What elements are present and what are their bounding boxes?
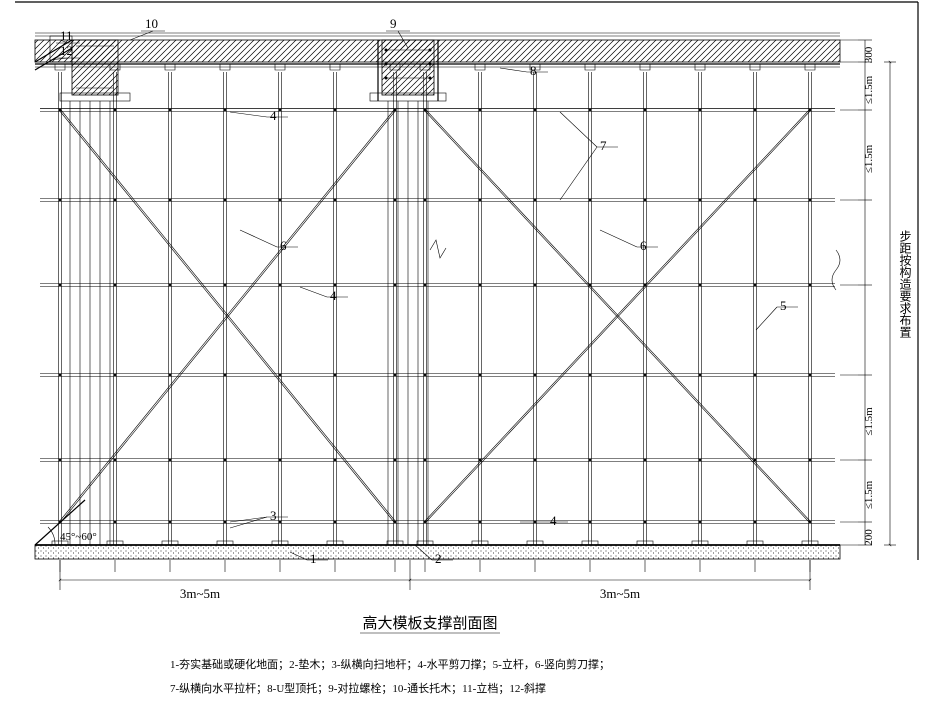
svg-text:3: 3 — [270, 508, 277, 523]
legend-line-2: 7-纵横向水平拉杆；8-U型顶托；9-对拉螺栓；10-通长托木；11-立档；12… — [170, 681, 546, 695]
svg-text:6: 6 — [640, 238, 647, 253]
svg-text:9: 9 — [390, 16, 397, 31]
svg-text:2: 2 — [435, 551, 442, 566]
horizontal-ledgers — [40, 109, 835, 524]
legend-line-1: 1-夯实基础或硬化地面；2-垫木；3-纵横向扫地杆；4-水平剪刀撑；5-立杆，6… — [170, 657, 610, 671]
svg-text:11: 11 — [60, 28, 73, 43]
right-break — [832, 250, 840, 290]
svg-text:≤1.5m: ≤1.5m — [863, 144, 875, 173]
svg-text:6: 6 — [280, 238, 287, 253]
callouts: 123444566789101112 — [50, 16, 798, 566]
figure-title: 高大模板支撑剖面图 — [362, 614, 497, 632]
right-side-note: 步距按构造要求布置 — [898, 230, 912, 338]
svg-text:1: 1 — [310, 551, 317, 566]
svg-text:7: 7 — [600, 138, 607, 153]
svg-text:4: 4 — [550, 513, 557, 528]
dim-right: 300 ≤1.5m ≤1.5m ≤1.5m ≤1.5m 200 — [840, 40, 896, 546]
svg-text:200: 200 — [863, 529, 875, 546]
svg-text:10: 10 — [145, 16, 158, 31]
svg-text:300: 300 — [863, 46, 875, 63]
svg-text:≤1.5m: ≤1.5m — [863, 407, 875, 436]
svg-text:5: 5 — [780, 298, 787, 313]
svg-text:12: 12 — [60, 43, 73, 58]
svg-text:4: 4 — [270, 108, 277, 123]
svg-text:≤1.5m: ≤1.5m — [863, 75, 875, 104]
dim-span-2: 3m~5m — [600, 586, 640, 601]
vertical-posts — [59, 72, 812, 545]
svg-text:8: 8 — [530, 63, 537, 78]
dim-span-1: 3m~5m — [180, 586, 220, 601]
svg-text:≤1.5m: ≤1.5m — [863, 480, 875, 509]
diagram-canvas: 300≤1.5m≤1.5m≤1.5m≤1.5m200 1234445667891… — [0, 0, 925, 713]
svg-text:4: 4 — [330, 288, 337, 303]
angle-label: 45°~60° — [60, 531, 97, 543]
break-symbol — [430, 240, 446, 258]
